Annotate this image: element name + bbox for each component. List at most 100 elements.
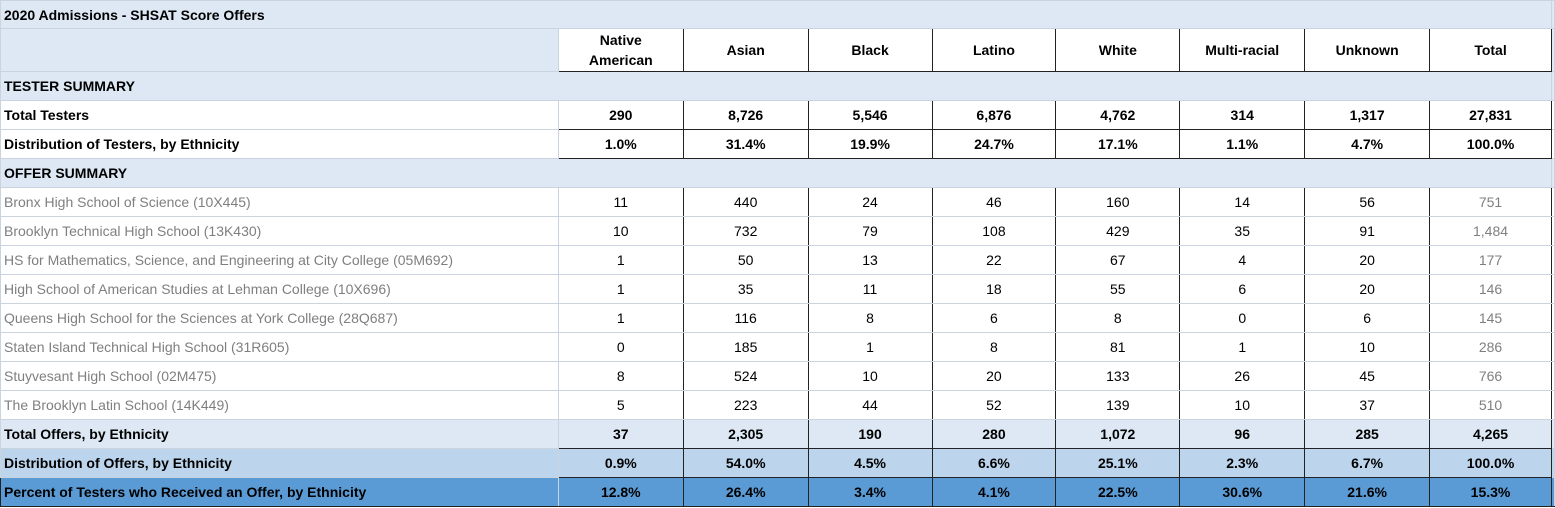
value-cell[interactable]: 139	[1055, 390, 1181, 420]
value-cell[interactable]: 2,305	[682, 419, 809, 449]
value-cell[interactable]: 54.0%	[682, 448, 809, 478]
row-label[interactable]: Stuyvesant High School (02M475)	[0, 361, 559, 391]
value-cell[interactable]: 52	[931, 390, 1057, 420]
value-cell[interactable]: 17.1%	[1055, 129, 1181, 159]
value-cell[interactable]: 1	[557, 303, 684, 333]
value-cell[interactable]: 4,265	[1429, 419, 1552, 449]
column-header[interactable]: Total	[1429, 28, 1552, 72]
value-cell[interactable]: 24.7%	[931, 129, 1057, 159]
value-cell[interactable]: 30.6%	[1179, 477, 1306, 507]
value-cell[interactable]: 190	[807, 419, 933, 449]
value-cell[interactable]: 766	[1429, 361, 1552, 391]
value-cell[interactable]: 133	[1055, 361, 1181, 391]
row-label[interactable]: Total Offers, by Ethnicity	[0, 419, 559, 449]
value-cell[interactable]: 1	[557, 274, 684, 304]
sheet-title[interactable]: 2020 Admissions - SHSAT Score Offers	[0, 0, 1552, 29]
value-cell[interactable]: 22.5%	[1055, 477, 1181, 507]
value-cell[interactable]: 4.7%	[1304, 129, 1431, 159]
value-cell[interactable]: 25.1%	[1055, 448, 1181, 478]
column-header[interactable]: Unknown	[1304, 28, 1431, 72]
value-cell[interactable]: 4.5%	[807, 448, 933, 478]
value-cell[interactable]: 44	[807, 390, 933, 420]
value-cell[interactable]: 1,484	[1429, 216, 1552, 246]
value-cell[interactable]: 286	[1429, 332, 1552, 362]
value-cell[interactable]: 18	[931, 274, 1057, 304]
value-cell[interactable]: 116	[682, 303, 809, 333]
value-cell[interactable]: 1	[807, 332, 933, 362]
value-cell[interactable]: 55	[1055, 274, 1181, 304]
value-cell[interactable]: 185	[682, 332, 809, 362]
value-cell[interactable]: 21.6%	[1304, 477, 1431, 507]
value-cell[interactable]: 100.0%	[1429, 129, 1552, 159]
value-cell[interactable]: 145	[1429, 303, 1552, 333]
value-cell[interactable]: 0	[1179, 303, 1306, 333]
value-cell[interactable]: 751	[1429, 187, 1552, 217]
column-header[interactable]: Black	[807, 28, 933, 72]
value-cell[interactable]: 19.9%	[807, 129, 933, 159]
value-cell[interactable]: 100.0%	[1429, 448, 1552, 478]
header-blank-cell[interactable]	[0, 28, 559, 72]
value-cell[interactable]: 2.3%	[1179, 448, 1306, 478]
value-cell[interactable]: 285	[1304, 419, 1431, 449]
value-cell[interactable]: 10	[1179, 390, 1306, 420]
value-cell[interactable]: 108	[931, 216, 1057, 246]
column-header[interactable]: Asian	[682, 28, 809, 72]
value-cell[interactable]: 35	[1179, 216, 1306, 246]
column-header[interactable]: Native American	[557, 28, 684, 72]
row-label[interactable]: Bronx High School of Science (10X445)	[0, 187, 559, 217]
value-cell[interactable]: 35	[682, 274, 809, 304]
value-cell[interactable]: 4,762	[1055, 100, 1181, 130]
value-cell[interactable]: 27,831	[1429, 100, 1552, 130]
value-cell[interactable]: 56	[1304, 187, 1431, 217]
row-label[interactable]: Queens High School for the Sciences at Y…	[0, 303, 559, 333]
value-cell[interactable]: 6	[1304, 303, 1431, 333]
value-cell[interactable]: 37	[557, 419, 684, 449]
value-cell[interactable]: 1.0%	[557, 129, 684, 159]
value-cell[interactable]: 50	[682, 245, 809, 275]
value-cell[interactable]: 280	[931, 419, 1057, 449]
value-cell[interactable]: 1,317	[1304, 100, 1431, 130]
value-cell[interactable]: 160	[1055, 187, 1181, 217]
value-cell[interactable]: 14	[1179, 187, 1306, 217]
value-cell[interactable]: 15.3%	[1429, 477, 1552, 507]
value-cell[interactable]: 1.1%	[1179, 129, 1306, 159]
value-cell[interactable]: 37	[1304, 390, 1431, 420]
value-cell[interactable]: 524	[682, 361, 809, 391]
value-cell[interactable]: 6.7%	[1304, 448, 1431, 478]
tester-summary-section-label[interactable]: TESTER SUMMARY	[0, 71, 1552, 101]
value-cell[interactable]: 8	[931, 332, 1057, 362]
value-cell[interactable]: 6	[1179, 274, 1306, 304]
value-cell[interactable]: 1	[1179, 332, 1306, 362]
value-cell[interactable]: 20	[1304, 274, 1431, 304]
value-cell[interactable]: 4.1%	[931, 477, 1057, 507]
value-cell[interactable]: 146	[1429, 274, 1552, 304]
offer-summary-section-label[interactable]: OFFER SUMMARY	[0, 158, 1552, 188]
value-cell[interactable]: 0.9%	[557, 448, 684, 478]
value-cell[interactable]: 6	[931, 303, 1057, 333]
row-label[interactable]: Total Testers	[0, 100, 559, 130]
column-header[interactable]: White	[1055, 28, 1181, 72]
value-cell[interactable]: 5,546	[807, 100, 933, 130]
value-cell[interactable]: 13	[807, 245, 933, 275]
value-cell[interactable]: 46	[931, 187, 1057, 217]
value-cell[interactable]: 10	[557, 216, 684, 246]
column-header[interactable]: Latino	[931, 28, 1057, 72]
value-cell[interactable]: 314	[1179, 100, 1306, 130]
value-cell[interactable]: 223	[682, 390, 809, 420]
row-label[interactable]: HS for Mathematics, Science, and Enginee…	[0, 245, 559, 275]
value-cell[interactable]: 0	[557, 332, 684, 362]
value-cell[interactable]: 8	[557, 361, 684, 391]
row-label[interactable]: Brooklyn Technical High School (13K430)	[0, 216, 559, 246]
value-cell[interactable]: 290	[557, 100, 684, 130]
value-cell[interactable]: 440	[682, 187, 809, 217]
value-cell[interactable]: 8	[1055, 303, 1181, 333]
value-cell[interactable]: 11	[557, 187, 684, 217]
value-cell[interactable]: 510	[1429, 390, 1552, 420]
value-cell[interactable]: 1,072	[1055, 419, 1181, 449]
value-cell[interactable]: 6,876	[931, 100, 1057, 130]
value-cell[interactable]: 81	[1055, 332, 1181, 362]
value-cell[interactable]: 4	[1179, 245, 1306, 275]
value-cell[interactable]: 45	[1304, 361, 1431, 391]
value-cell[interactable]: 26	[1179, 361, 1306, 391]
value-cell[interactable]: 177	[1429, 245, 1552, 275]
